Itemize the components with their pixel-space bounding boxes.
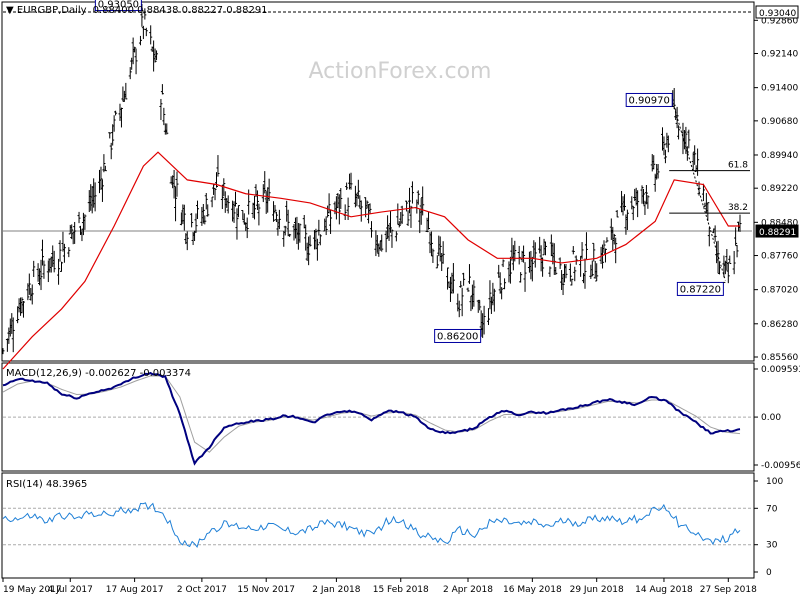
current-price-label-box	[755, 224, 799, 238]
x-tick-label: 17 Aug 2017	[106, 585, 164, 595]
annotation-label: 0.90970	[629, 95, 670, 106]
header-caret: ▼	[6, 5, 17, 16]
price-y-label: 0.90680	[761, 117, 798, 127]
price-layer: 61.8 38.2 0.93050 0.86200 0.90970 0.87220	[1, 0, 752, 370]
x-tick-label: 29 Jun 2018	[570, 585, 624, 595]
x-tick-label: 2 Oct 2017	[177, 585, 227, 595]
x-tick-label: 4 Jul 2017	[48, 585, 93, 595]
price-y-label: 0.85560	[761, 353, 798, 363]
x-tick-label: 15 Feb 2018	[373, 585, 429, 595]
rsi-y-label: 100	[766, 477, 783, 487]
annotation-label: 0.93050	[98, 0, 139, 11]
annotation-box	[676, 281, 724, 296]
macd-y-label: 0.00	[761, 413, 781, 423]
rsi-panel-frame	[1, 472, 755, 579]
rsi-y-label: 70	[766, 504, 778, 514]
price-y-label: 0.88480	[761, 218, 798, 228]
moving-average-line	[2, 151, 740, 370]
macd-layer	[2, 371, 752, 466]
annotation-box	[434, 328, 482, 343]
header-ohlc: 0.88400 0.88438 0.88227 0.88291	[93, 5, 268, 16]
rsi-layer	[2, 502, 752, 548]
price-y-label: 0.92860	[761, 16, 798, 26]
rsi-line	[2, 502, 741, 548]
annotation-box	[625, 92, 673, 107]
macd-line	[2, 371, 741, 466]
annotation-box	[94, 0, 142, 12]
x-tick-label: 19 May 2017	[3, 585, 62, 595]
rsi-y-label: 0	[766, 568, 772, 578]
x-tick-label: 16 May 2018	[503, 585, 562, 595]
x-tick-label: 27 Sep 2018	[700, 585, 757, 595]
price-y-label: 0.87760	[761, 252, 798, 262]
current-price-label: 0.88291	[759, 228, 796, 238]
price-y-label: 0.87020	[761, 286, 798, 296]
fib-level-label: 38.2	[728, 203, 748, 213]
price-y-label: 0.86280	[761, 320, 798, 330]
x-tick-label: 14 Aug 2018	[635, 585, 693, 595]
price-y-label: 0.91400	[761, 84, 798, 94]
x-tick-label: 2 Jan 2018	[312, 585, 360, 595]
chart-header: ▼ EURGBP,Daily 0.88400 0.88438 0.88227 0.…	[6, 5, 268, 16]
price-y-label: 0.89940	[761, 151, 798, 161]
macd-y-label: -0.009562	[761, 461, 800, 471]
price-y-label: 0.92140	[761, 50, 798, 60]
rsi-title: RSI(14) 48.3965	[6, 479, 87, 490]
watermark: ActionForex.com	[309, 59, 492, 84]
fib-level-label: 61.8	[728, 161, 748, 171]
axis-layer: 0.92860 0.92140 0.91400 0.90680 0.89940 0.892…	[2, 5, 800, 595]
rsi-y-label: 30	[766, 541, 778, 551]
annotation-label: 0.86200	[437, 331, 478, 342]
annotation-label: 0.87220	[680, 284, 721, 295]
header-symbol: EURGBP,Daily	[17, 5, 87, 16]
top-line-label-box	[755, 5, 799, 19]
price-panel-frame	[1, 1, 755, 362]
x-tick-label: 2 Apr 2018	[443, 585, 493, 595]
price-y-label: 0.89220	[761, 184, 798, 194]
x-tick-label: 15 Nov 2017	[237, 585, 295, 595]
macd-y-label: 0.009593	[761, 365, 800, 375]
macd-title: MACD(12,26,9) -0.002627 -0.003374	[6, 368, 191, 379]
top-line-label: 0.93040	[759, 9, 796, 19]
